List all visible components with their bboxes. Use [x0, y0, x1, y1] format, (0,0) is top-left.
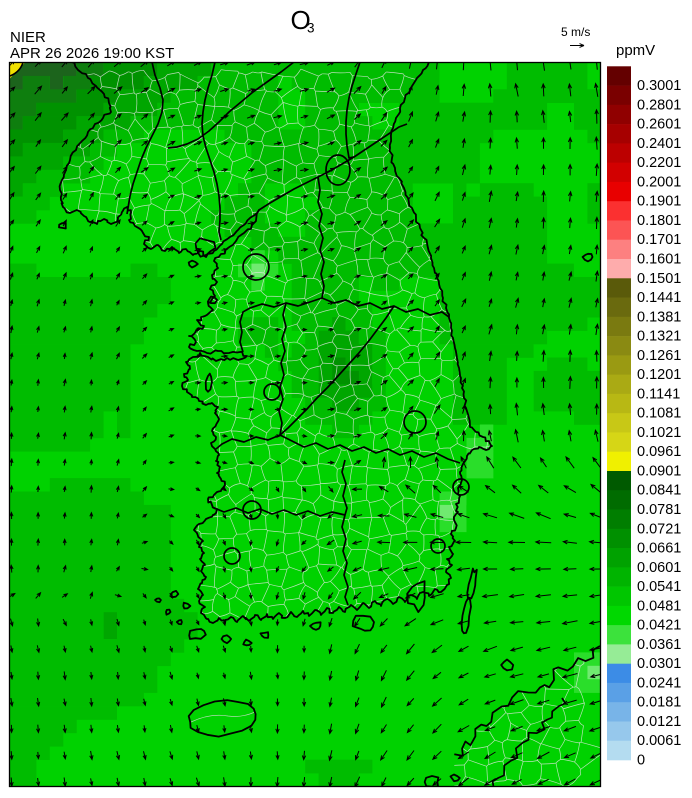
svg-text:0.0181: 0.0181 [637, 695, 681, 711]
svg-text:0.3001: 0.3001 [637, 78, 681, 94]
svg-text:0.1701: 0.1701 [637, 232, 681, 248]
svg-text:0.1441: 0.1441 [637, 290, 681, 306]
svg-text:0.0781: 0.0781 [637, 502, 681, 518]
svg-text:0.1801: 0.1801 [637, 213, 681, 229]
svg-text:0.0481: 0.0481 [637, 598, 681, 614]
svg-text:0.1261: 0.1261 [637, 348, 681, 364]
svg-text:0.2001: 0.2001 [637, 174, 681, 190]
svg-text:0.1201: 0.1201 [637, 367, 681, 383]
svg-text:0: 0 [637, 753, 645, 769]
svg-text:0.0661: 0.0661 [637, 541, 681, 557]
svg-text:5 m/s: 5 m/s [561, 25, 590, 39]
svg-text:0.0061: 0.0061 [637, 733, 681, 749]
svg-text:0.1381: 0.1381 [637, 309, 681, 325]
svg-text:0.0361: 0.0361 [637, 637, 681, 653]
svg-text:NIER: NIER [10, 29, 46, 46]
svg-text:APR 26 2026 19:00 KST: APR 26 2026 19:00 KST [10, 45, 174, 62]
svg-text:0.0241: 0.0241 [637, 675, 681, 691]
svg-text:0.1321: 0.1321 [637, 329, 681, 345]
svg-text:0.1601: 0.1601 [637, 252, 681, 268]
svg-text:O: O [291, 5, 311, 35]
svg-text:0.1141: 0.1141 [637, 386, 680, 402]
svg-text:0.0541: 0.0541 [637, 579, 681, 595]
svg-text:0.0421: 0.0421 [637, 618, 681, 634]
svg-text:0.0961: 0.0961 [637, 444, 681, 460]
svg-text:0.0721: 0.0721 [637, 521, 681, 537]
svg-text:0.2601: 0.2601 [637, 117, 681, 133]
svg-text:0.0901: 0.0901 [637, 464, 681, 480]
svg-text:ppmV: ppmV [616, 42, 655, 59]
svg-text:0.0841: 0.0841 [637, 483, 681, 499]
svg-text:0.2401: 0.2401 [637, 136, 681, 152]
svg-text:0.1081: 0.1081 [637, 406, 681, 422]
svg-text:0.1901: 0.1901 [637, 194, 681, 210]
svg-text:0.2801: 0.2801 [637, 97, 681, 113]
svg-text:0.1021: 0.1021 [637, 425, 681, 441]
svg-text:0.0301: 0.0301 [637, 656, 681, 672]
svg-text:0.0601: 0.0601 [637, 560, 681, 576]
svg-text:0.2201: 0.2201 [637, 155, 681, 171]
svg-text:3: 3 [307, 21, 315, 36]
svg-text:0.1501: 0.1501 [637, 271, 681, 287]
svg-text:0.0121: 0.0121 [637, 714, 681, 730]
